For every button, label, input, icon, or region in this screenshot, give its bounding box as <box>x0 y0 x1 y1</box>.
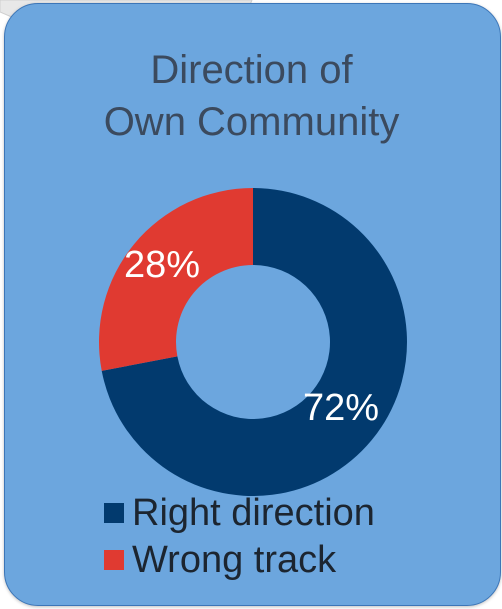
legend-item-wrong-track: Wrong track <box>104 535 375 585</box>
data-label-wrong-track: 28% <box>124 244 200 286</box>
chart-title: Direction of Own Community <box>4 44 499 148</box>
slice-right-direction <box>101 188 408 496</box>
chart-title-line-2: Own Community <box>103 100 400 144</box>
data-label-right-direction: 72% <box>303 387 379 429</box>
legend: Right direction Wrong track <box>104 488 375 585</box>
legend-swatch-wrong-track <box>104 550 124 570</box>
chart-card <box>4 3 501 606</box>
legend-label-wrong-track: Wrong track <box>132 538 337 581</box>
legend-swatch-right-direction <box>104 503 124 523</box>
slice-wrong-track <box>98 188 253 371</box>
legend-label-right-direction: Right direction <box>132 491 375 534</box>
chart-title-line-1: Direction of <box>150 48 353 92</box>
legend-item-right-direction: Right direction <box>104 488 375 538</box>
